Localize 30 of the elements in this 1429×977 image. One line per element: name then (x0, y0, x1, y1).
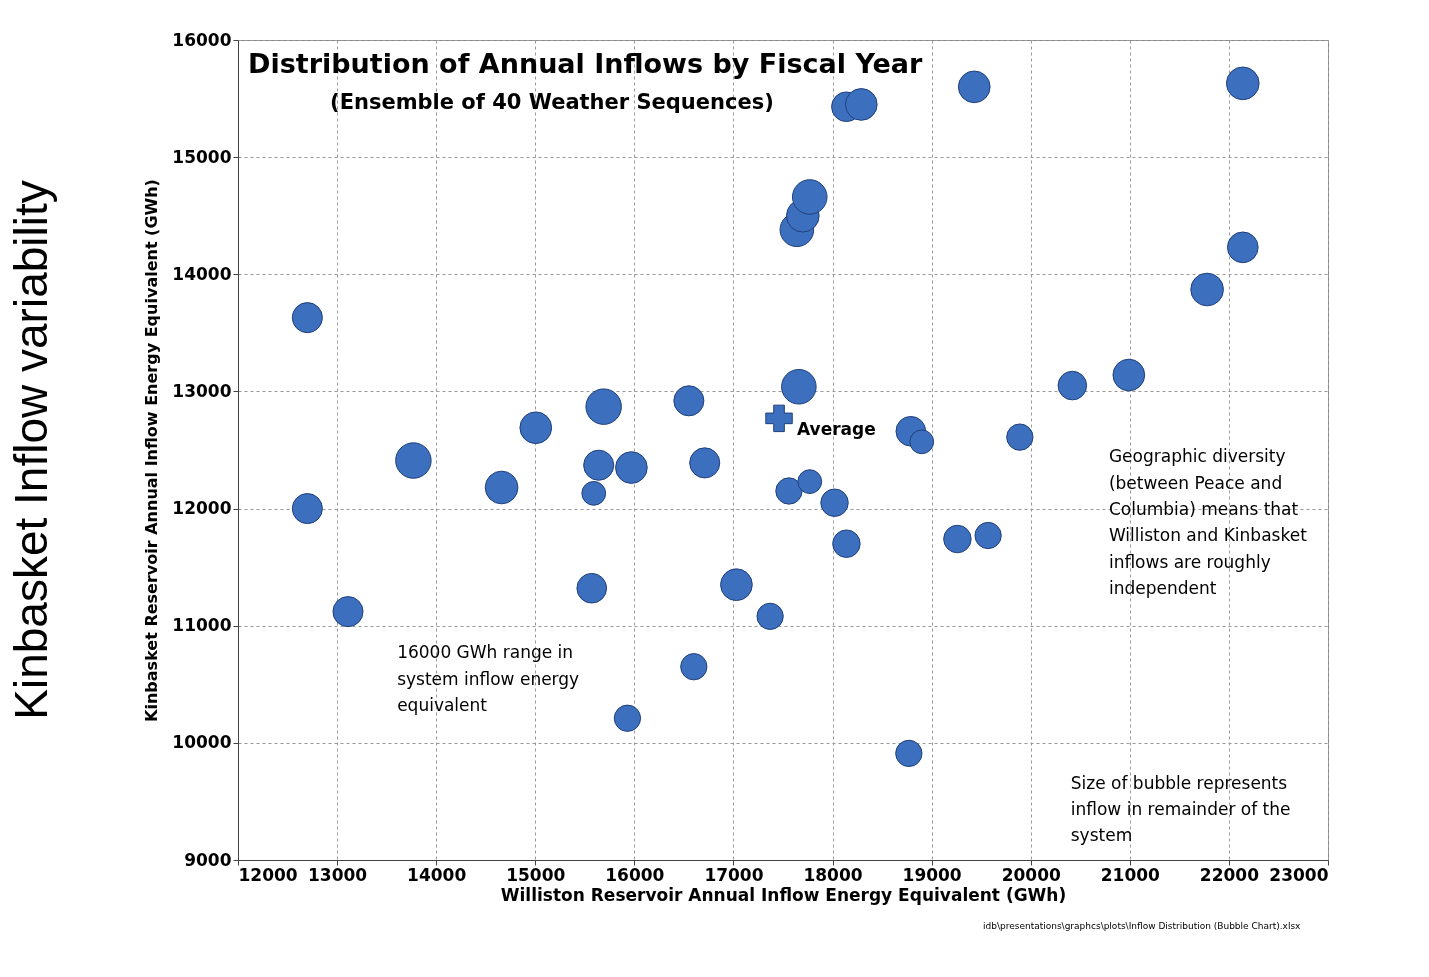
x-tick-label: 15000 (506, 864, 566, 885)
x-tick-label: 20000 (1001, 864, 1061, 885)
x-tick-label: 14000 (407, 864, 467, 885)
x-tick-label: 12000 (238, 864, 298, 885)
y-tick-label: 10000 (172, 732, 232, 753)
x-tick-label: 23000 (1269, 864, 1329, 885)
annotation: Size of bubble represents inflow in remainder of the system (1070, 772, 1291, 846)
x-tick-label: 13000 (308, 864, 368, 885)
y-tick-label: 15000 (172, 146, 232, 167)
y-axis-title: Kinbasket Reservoir Annual Inflow Energy Equivalent (GWh) (142, 179, 162, 722)
y-tick-label: 12000 (172, 498, 232, 519)
x-tick-label: 17000 (704, 864, 764, 885)
x-tick-label: 19000 (902, 864, 962, 885)
x-tick-label: 21000 (1100, 864, 1161, 885)
annotation: Geographic diversity (between Peace and Columbia) means that Williston and Kinbasket inflows are roughly independent (1108, 446, 1308, 598)
x-axis-title: Williston Reservoir Annual Inflow Energy Equivalent (GWh) (500, 884, 1067, 905)
series-label: Average (797, 419, 876, 440)
x-tick-label: 18000 (803, 864, 863, 885)
annotation: 16000 GWh range in system inflow energy equivalent (397, 642, 580, 715)
y-tick-label: 14000 (172, 263, 232, 284)
chart-title: Distribution of Annual Inflows by Fiscal Year (248, 48, 924, 79)
text: Kinbasket Inflow variability (5, 180, 57, 720)
x-tick-label: 16000 (605, 864, 665, 885)
y-tick-label: 11000 (172, 615, 232, 636)
y-tick-label: 9000 (184, 849, 232, 870)
x-tick-label: 22000 (1199, 864, 1260, 885)
y-tick-label: 13000 (172, 380, 232, 401)
text: idb\presentations\graphcs\plots\Inflow Distribution (Bubble Chart).xlsx (983, 921, 1302, 931)
y-tick-label: 16000 (172, 29, 232, 50)
text: (Ensemble of 40 Weather Sequences) (330, 90, 774, 114)
